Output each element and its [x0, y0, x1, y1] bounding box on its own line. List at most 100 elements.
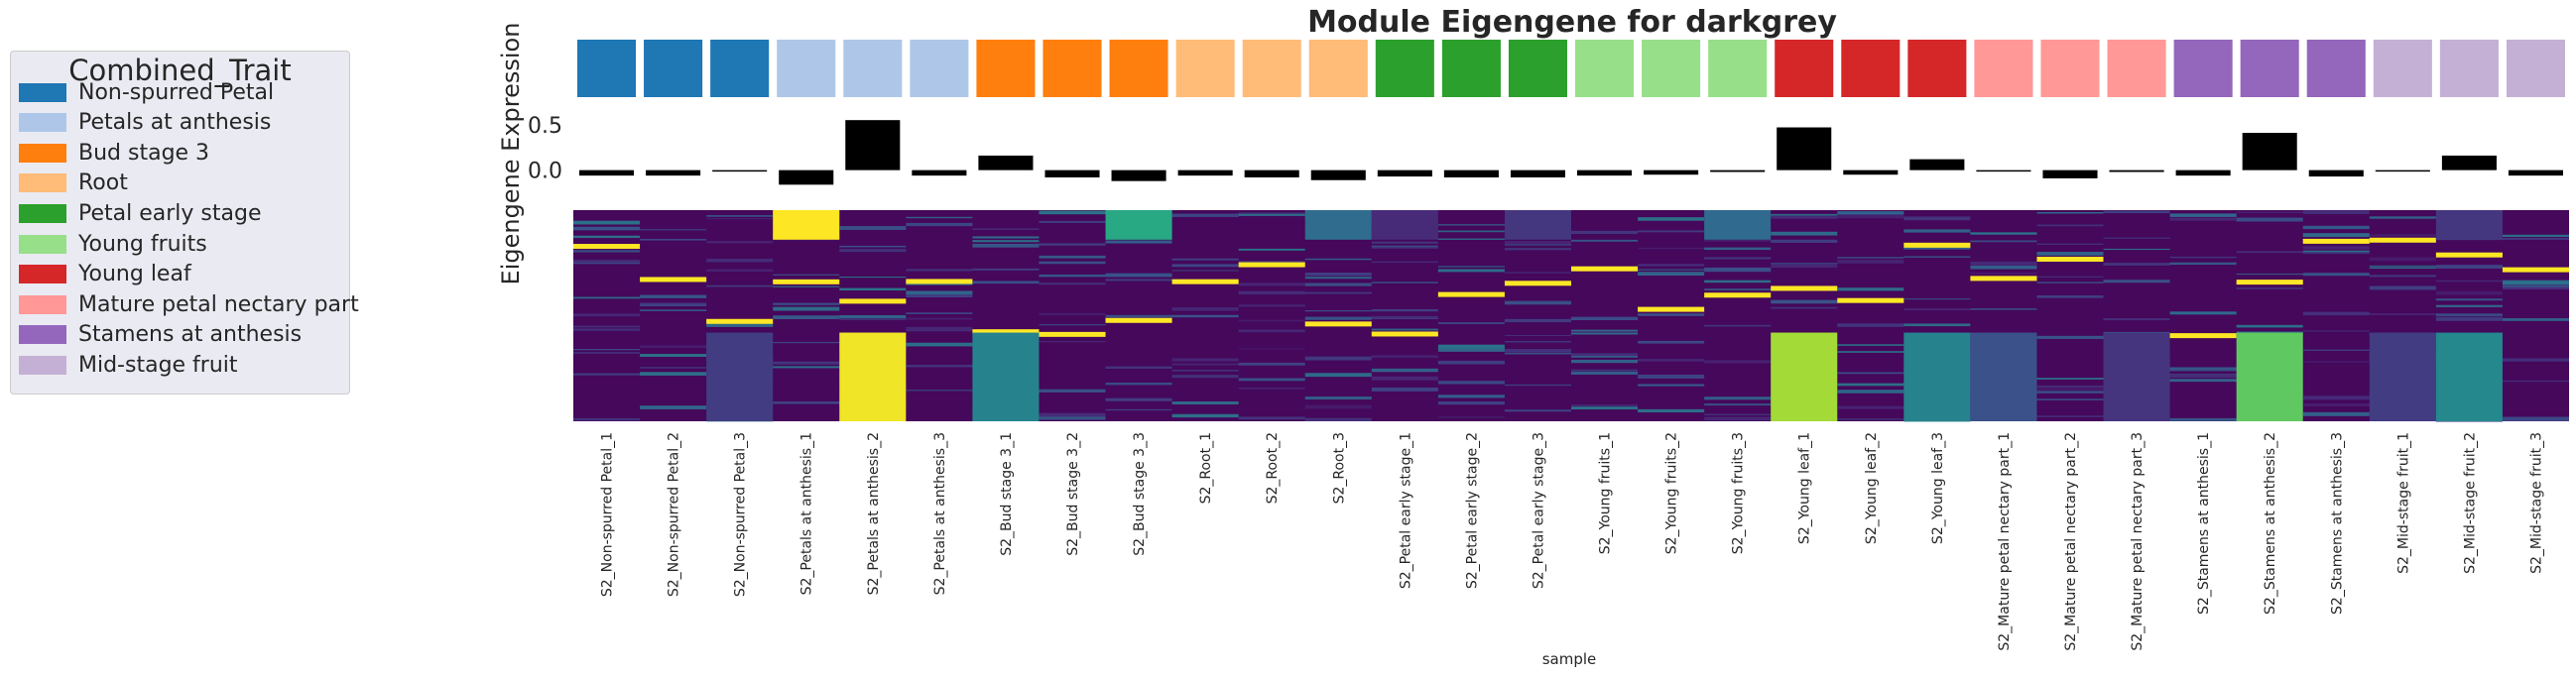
sample-tick-label: S2_Petals at anthesis_2 [866, 432, 882, 595]
eigengene-bar [1777, 127, 1832, 170]
legend-title: Combined_Trait [68, 54, 292, 87]
heatmap-gene-line [1171, 307, 1239, 311]
heatmap-column [839, 226, 907, 421]
heatmap-gene-line [1571, 329, 1639, 332]
heatmap-gene-line [1504, 384, 1571, 387]
heatmap-gene-line [1903, 229, 1971, 233]
heatmap-gene-line [1304, 356, 1372, 361]
heatmap-hotspot [2236, 280, 2303, 285]
heatmap-gene-line [1039, 282, 1106, 285]
heatmap-gene-line [1638, 340, 1705, 344]
heatmap-gene-line [972, 240, 1040, 243]
heatmap-hotspot [1771, 285, 1838, 291]
heatmap-gene-line [2302, 402, 2370, 407]
heatmap-gene-line [773, 274, 840, 276]
heatmap-gene-line [2103, 318, 2170, 321]
heatmap-gene-line [1638, 269, 1705, 271]
heatmap-gene-line [1238, 212, 1305, 216]
heatmap-gene-line [2169, 380, 2237, 383]
heatmap-gene-line [2302, 233, 2370, 238]
heatmap-gene-line [1238, 319, 1305, 322]
eigengene-bar [1909, 159, 1965, 170]
sample-tick-label: S2_Petal early stage_3 [1531, 432, 1546, 589]
sample-tick-label: S2_Non-spurred Petal_2 [667, 432, 682, 597]
heatmap-gene-line [906, 342, 973, 347]
heatmap-hotspot [1437, 291, 1505, 297]
sample-tick-label: S2_Young fruits_2 [1664, 432, 1680, 554]
heatmap-column [573, 220, 641, 421]
heatmap-gene-line [1704, 268, 1772, 273]
heatmap-gene-line [573, 373, 641, 376]
heatmap-gene-line [2036, 224, 2104, 227]
heatmap-gene-line [1571, 316, 1639, 320]
heatmap-column [706, 215, 774, 422]
heatmap-column [1504, 210, 1571, 412]
heatmap-column [2502, 234, 2569, 421]
heatmap-gene-line [1171, 375, 1239, 379]
heatmap-gene-line [972, 281, 1040, 284]
heatmap-gene-line [1371, 376, 1438, 381]
sample-tick-label: S2_Stamens at anthesis_3 [2329, 432, 2345, 615]
heatmap-gene-line [1571, 371, 1639, 375]
eigengene-bar [2508, 170, 2563, 176]
heatmap-column [906, 216, 973, 392]
heatmap-column [1171, 213, 1239, 418]
heatmap-gene-line [2036, 388, 2104, 391]
heatmap-gene-line [2169, 217, 2237, 221]
heatmap-gene-line [2169, 262, 2237, 266]
heatmap-gene-line [1105, 383, 1172, 386]
heatmap-gene-line [1903, 256, 1971, 258]
heatmap-gene-line [573, 296, 641, 299]
heatmap-gene-line [773, 306, 840, 311]
heatmap-gene-line [2036, 276, 2104, 278]
heatmap-gene-line [2502, 358, 2569, 362]
trait-cell [843, 40, 903, 97]
sample-tick-label: S2_Young leaf_1 [1797, 432, 1813, 544]
sample-tick-label: S2_Bud stage 3_2 [1065, 432, 1081, 556]
sample-tick-label: S2_Petal early stage_2 [1464, 432, 1480, 589]
legend-entry: Mid-stage fruit [19, 352, 238, 378]
heatmap-gene-line [1437, 230, 1505, 233]
heatmap-gene-line [1437, 360, 1505, 365]
trait-cell [1109, 40, 1168, 97]
heatmap-gene-line [839, 318, 907, 320]
heatmap-gene-line [1704, 413, 1772, 415]
heatmap-gene-line [1638, 384, 1705, 387]
heatmap-gene-line [1837, 351, 1904, 353]
sample-tick-label: S2_Mid-stage fruit_2 [2462, 432, 2478, 574]
heatmap-gene-line [2302, 246, 2370, 250]
heatmap-gene-line [839, 245, 907, 248]
heatmap-gene-line [2036, 294, 2104, 298]
heatmap-gene-line [906, 269, 973, 272]
sample-tick-label: S2_Young leaf_2 [1864, 432, 1880, 544]
legend-swatch [19, 355, 66, 375]
heatmap-gene-line [1837, 323, 1904, 327]
heatmap-gene-line [839, 314, 907, 319]
heatmap-gene-line [1105, 240, 1172, 244]
heatmap-gene-line [2036, 391, 2104, 394]
heatmap-gene-line [1571, 330, 1639, 333]
heatmap-gene-line [1638, 230, 1705, 233]
heatmap-gene-line [1504, 300, 1571, 305]
heatmap-gene-line [1371, 315, 1438, 319]
legend-entry: Petal early stage [19, 200, 262, 226]
heatmap-gene-line [1039, 261, 1106, 265]
heatmap-gene-line [1704, 288, 1772, 291]
heatmap-gene-line [2169, 256, 2237, 259]
eigengene-bar [579, 170, 635, 176]
heatmap-gene-line [773, 239, 840, 241]
heatmap-block [2435, 210, 2503, 240]
heatmap-gene-line [1105, 397, 1172, 401]
heatmap-gene-line [773, 400, 840, 404]
heatmap-gene-line [573, 352, 641, 354]
legend-entry: Non-spurred Petal [19, 79, 274, 105]
trait-cell [710, 40, 770, 97]
heatmap-gene-line [706, 323, 774, 327]
heatmap-block [1704, 210, 1772, 240]
sample-tick-label: S2_Non-spurred Petal_3 [733, 432, 749, 597]
heatmap-gene-line [1171, 213, 1239, 217]
heatmap-gene-line [1970, 232, 2037, 235]
bar-y-tick-label: 0.5 [528, 114, 562, 139]
eigengene-bar [712, 170, 768, 172]
heatmap-gene-line [1704, 280, 1772, 283]
